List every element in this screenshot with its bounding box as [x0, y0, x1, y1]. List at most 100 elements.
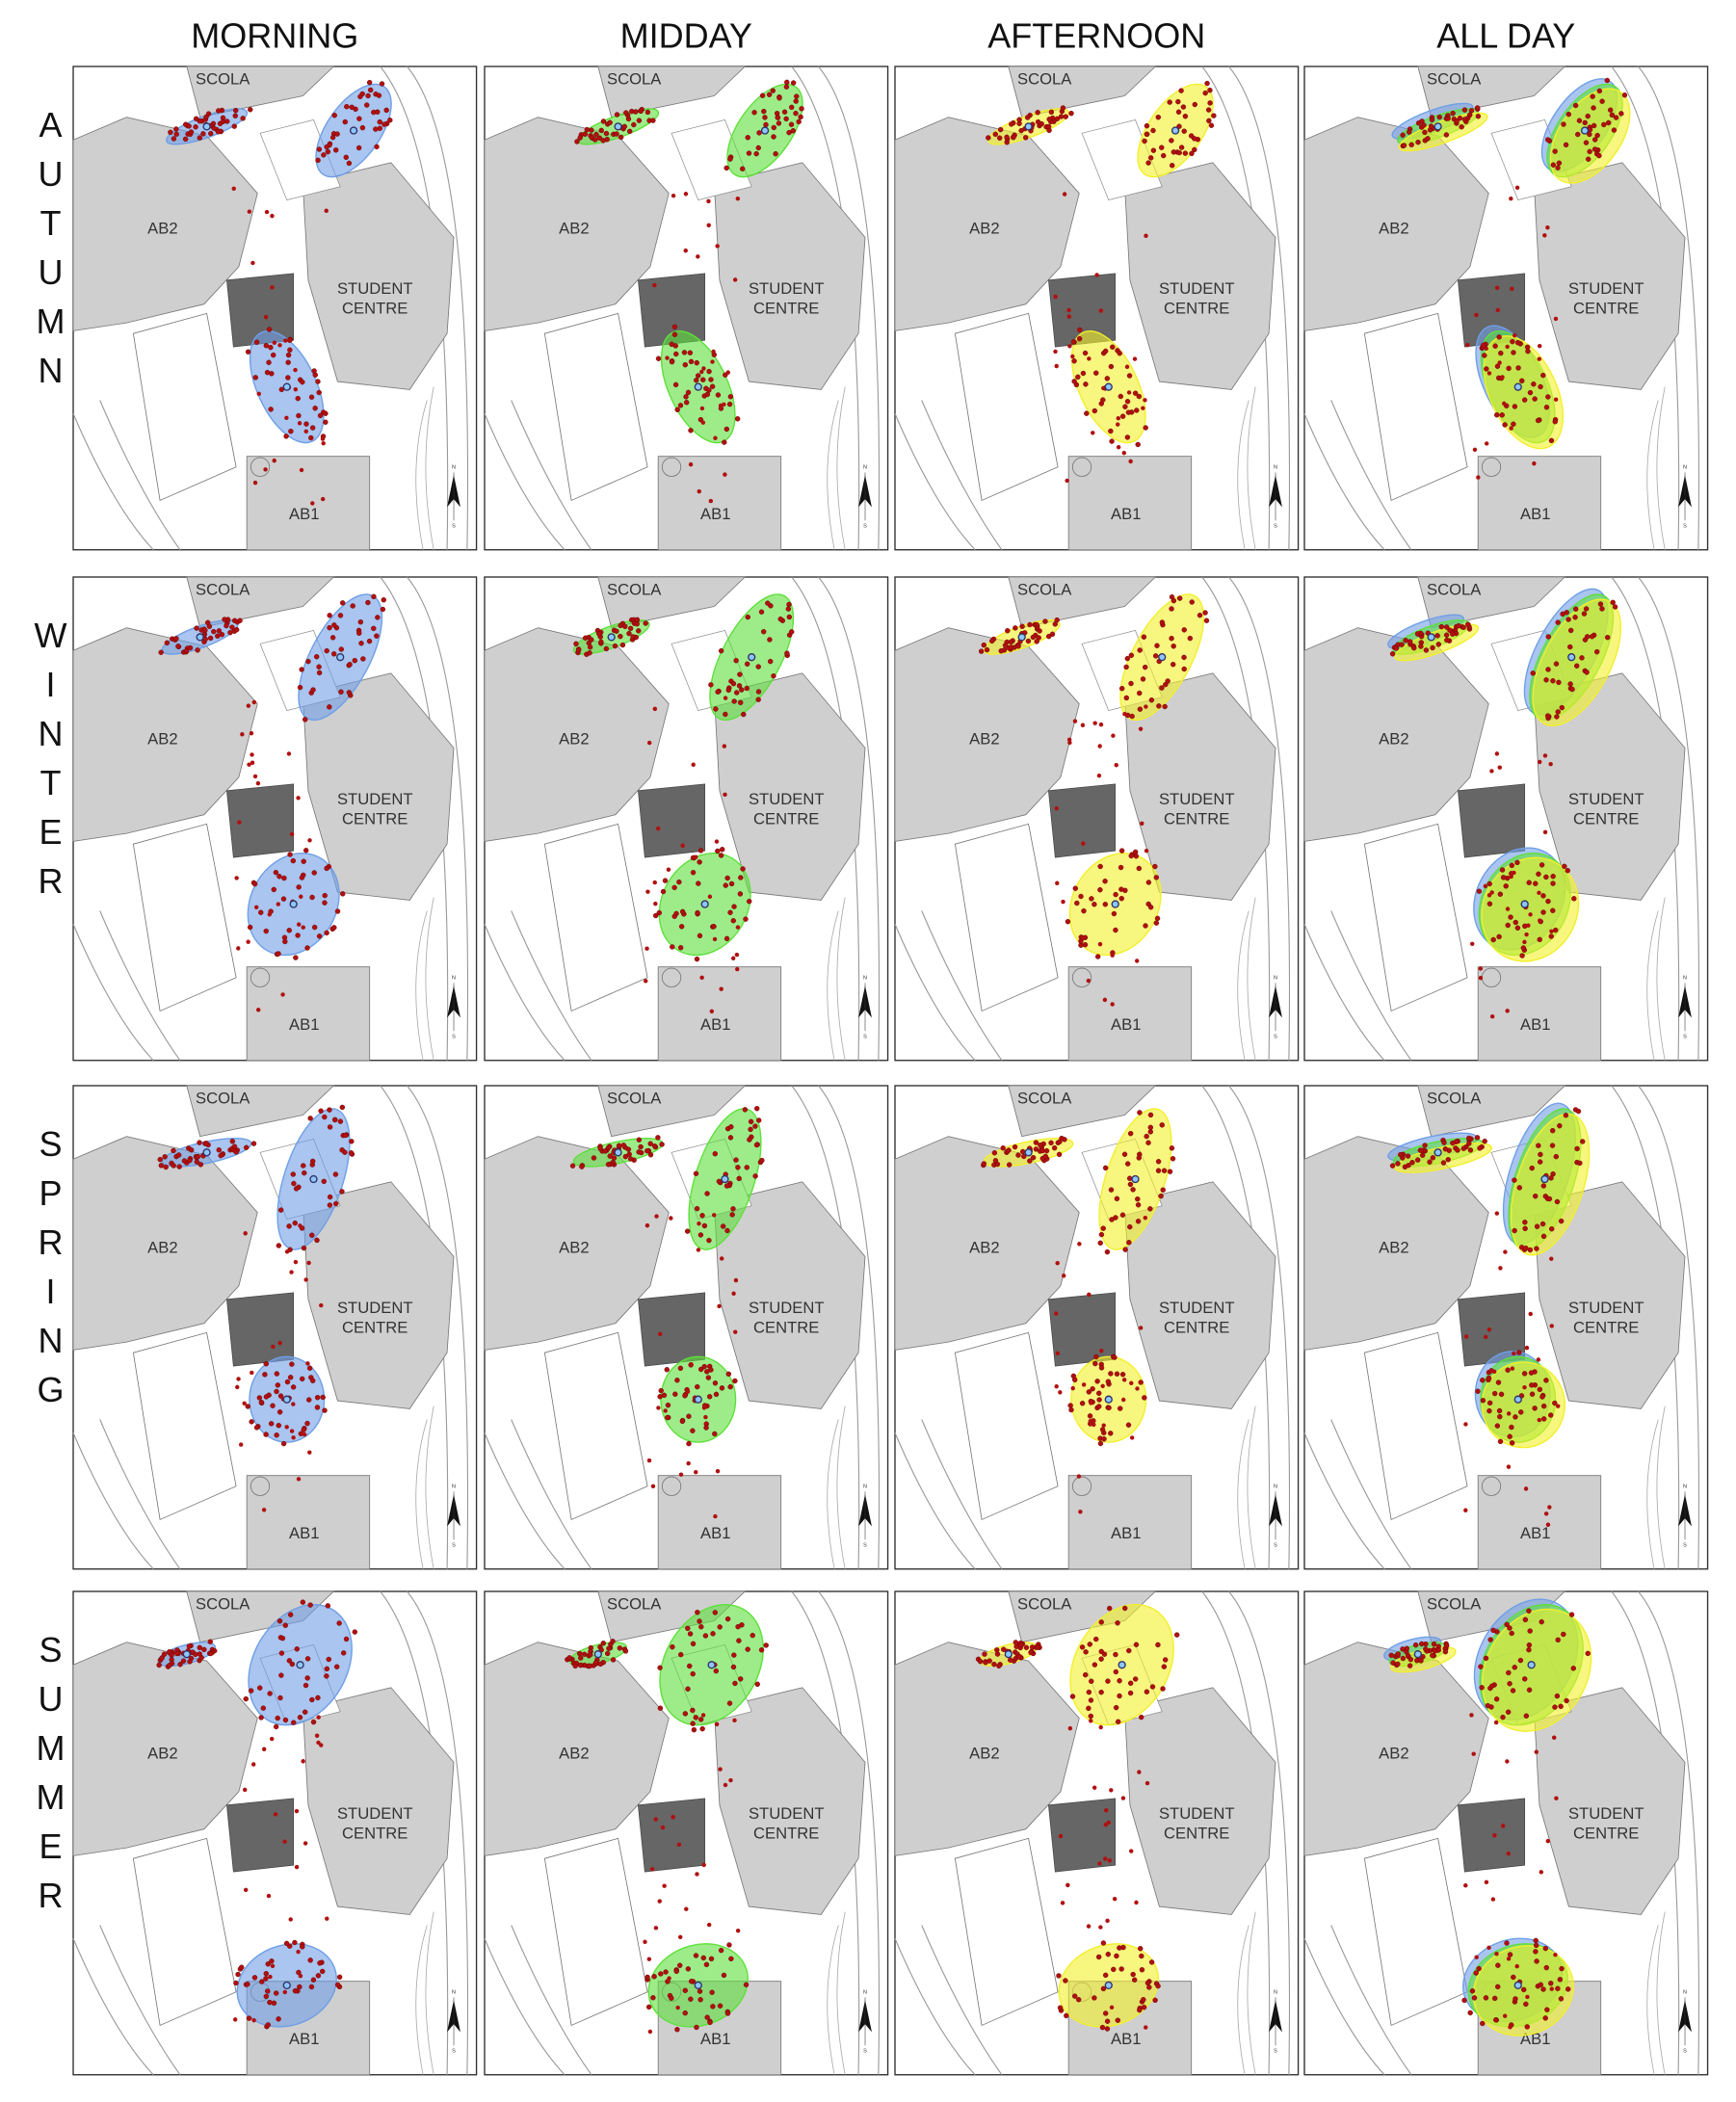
map-label: STUDENT [337, 1804, 413, 1823]
observation-point [1499, 412, 1505, 418]
observation-point [1538, 1982, 1544, 1987]
observation-point [699, 369, 704, 375]
observation-point [371, 593, 377, 600]
map-label: SCOLA [196, 69, 250, 88]
observation-point [1013, 1640, 1019, 1645]
observation-point [257, 1685, 263, 1691]
observation-point [998, 647, 1004, 654]
north-label: N [452, 1484, 456, 1489]
observation-point [704, 1191, 710, 1196]
observation-point [1015, 1152, 1021, 1158]
observation-point [275, 1715, 280, 1721]
observation-point [1544, 713, 1551, 719]
observation-point [197, 135, 203, 141]
observation-point [277, 1207, 284, 1213]
observation-point [1114, 1953, 1119, 1959]
observation-point [262, 1372, 268, 1378]
observation-point [1406, 1162, 1411, 1169]
observation-point [183, 121, 189, 127]
observation-point [314, 1405, 321, 1410]
observation-point [1056, 1973, 1062, 1979]
observation-point [194, 625, 199, 631]
observation-point [371, 625, 377, 632]
observation-point [762, 115, 768, 120]
observation-point [203, 114, 209, 120]
observation-point [667, 1976, 671, 1981]
observation-point [1550, 907, 1556, 913]
observation-point [358, 641, 364, 646]
observation-point [1105, 1678, 1111, 1684]
observation-point [781, 109, 788, 115]
observation-point [1121, 451, 1127, 456]
observation-point [1087, 1292, 1092, 1298]
building [1123, 672, 1276, 901]
observation-point [367, 87, 374, 93]
observation-point [1039, 1147, 1045, 1154]
map-label: CENTRE [1164, 1825, 1229, 1843]
observation-point [173, 126, 179, 132]
building [1303, 1136, 1489, 1351]
mean-centre [721, 1174, 729, 1184]
observation-point [735, 1623, 741, 1630]
observation-point [291, 1435, 296, 1440]
observation-point [647, 2029, 653, 2035]
observation-point [168, 129, 173, 136]
observation-point [274, 1990, 279, 1996]
observation-point [572, 1663, 578, 1669]
observation-point [1470, 941, 1475, 947]
observation-point [1565, 868, 1570, 874]
observation-point [733, 1157, 739, 1163]
observation-point [676, 1842, 682, 1848]
observation-point [1554, 1796, 1559, 1800]
observation-point [1443, 1642, 1450, 1649]
observation-point [319, 1968, 326, 1975]
observation-point [596, 135, 603, 141]
observation-point [688, 461, 694, 467]
observation-point [200, 131, 206, 137]
observation-point [1127, 1130, 1134, 1137]
south-label: S [1683, 1034, 1687, 1039]
map-label: AB1 [1520, 1015, 1550, 1034]
observation-point [321, 440, 326, 446]
observation-point [1548, 1981, 1554, 1986]
mean-centre [694, 1395, 702, 1404]
observation-point [658, 1971, 664, 1977]
observation-point [171, 1147, 176, 1154]
building-outline [1363, 823, 1468, 1012]
observation-point [1135, 441, 1141, 448]
observation-point [614, 628, 619, 634]
observation-point [577, 1662, 584, 1668]
column-header: ALL DAY [1436, 16, 1575, 56]
observation-point [1540, 1416, 1547, 1422]
observation-point [701, 1222, 708, 1229]
observation-point [699, 1213, 705, 1219]
building [657, 1475, 782, 1570]
observation-point [730, 680, 737, 687]
observation-point [1542, 2015, 1548, 2021]
observation-point [277, 1695, 283, 1701]
observation-point [271, 2000, 277, 2007]
observation-point [1621, 92, 1628, 98]
observation-point [1110, 1002, 1115, 1007]
observation-point [1505, 1009, 1510, 1013]
observation-point [1141, 634, 1147, 640]
observation-point [1514, 339, 1521, 346]
observation-point [1575, 131, 1581, 138]
observation-point [600, 138, 606, 144]
observation-point [685, 389, 692, 396]
observation-point [1543, 1964, 1549, 1971]
observation-point [1189, 599, 1195, 605]
building [1123, 1181, 1276, 1409]
observation-point [1557, 1977, 1564, 1983]
observation-point [763, 121, 769, 128]
mean-centre [1024, 1148, 1033, 1157]
observation-point [1522, 1384, 1527, 1390]
observation-point [1035, 110, 1040, 116]
observation-point [265, 1961, 271, 1967]
observation-point [1407, 1656, 1414, 1663]
observation-point [1537, 759, 1542, 765]
observation-point [1128, 853, 1134, 859]
mean-centre [1017, 633, 1026, 642]
mean-centre [1111, 900, 1119, 908]
